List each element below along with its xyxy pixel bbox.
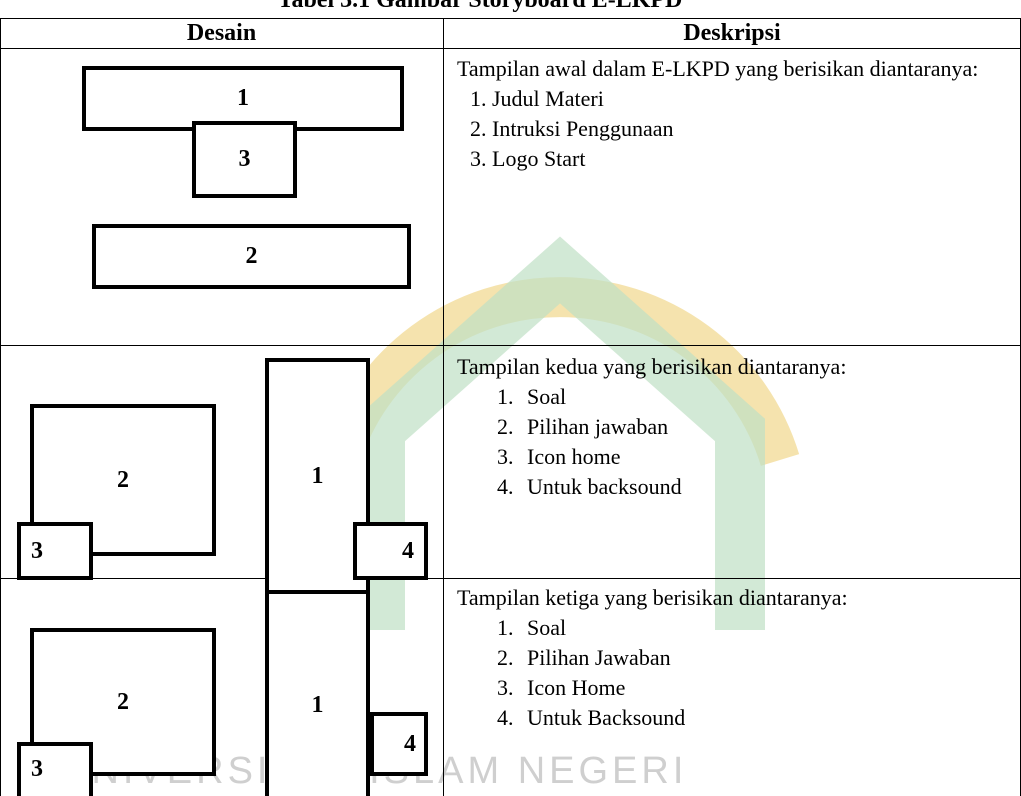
- watermark-logo: [320, 236, 800, 630]
- item-number: 4.: [497, 705, 514, 730]
- border: [0, 18, 1021, 19]
- item-text: Pilihan Jawaban: [527, 645, 671, 670]
- design-box: 2: [92, 224, 411, 289]
- design-box: 1: [82, 66, 404, 131]
- item-text: Untuk Backsound: [527, 705, 686, 730]
- description-intro: Tampilan kedua yang berisikan diantarany…: [457, 354, 847, 379]
- item-number: 3.: [497, 675, 514, 700]
- design-box: 4: [353, 522, 428, 580]
- header-cell: Deskripsi: [683, 20, 781, 46]
- border: [443, 18, 444, 796]
- list-item: 2. Intruksi Penggunaan: [457, 114, 1013, 144]
- list-item: 4. Untuk Backsound: [457, 703, 1013, 733]
- design-box: 1: [265, 358, 370, 594]
- list-item: 3. Icon Home: [457, 673, 1013, 703]
- list-item: 2. Pilihan jawaban: [457, 412, 1013, 442]
- description: Tampilan awal dalam E-LKPD yang berisika…: [457, 54, 1013, 174]
- design-box: 2: [30, 404, 216, 556]
- description: Tampilan ketiga yang berisikan diantaran…: [457, 583, 1013, 733]
- border: [0, 48, 1021, 49]
- list-item: 1. Judul Materi: [457, 84, 1013, 114]
- item-text: Intruksi Penggunaan: [492, 116, 674, 141]
- design-box: 3: [17, 742, 93, 796]
- item-text: Soal: [527, 615, 567, 640]
- item-number: 1.: [497, 615, 514, 640]
- description-intro: Tampilan awal dalam E-LKPD yang berisika…: [457, 56, 979, 81]
- item-number: 3.: [470, 146, 487, 171]
- list-item: 3. Logo Start: [457, 144, 1013, 174]
- item-number: 3.: [497, 444, 514, 469]
- description: Tampilan kedua yang berisikan diantarany…: [457, 352, 1013, 502]
- item-number: 1.: [497, 384, 514, 409]
- item-text: Untuk backsound: [527, 474, 682, 499]
- list-item: 3. Icon home: [457, 442, 1013, 472]
- item-text: Icon Home: [527, 675, 626, 700]
- list-item: 1. Soal: [457, 613, 1013, 643]
- border: [0, 345, 1021, 346]
- list-item: 1. Soal: [457, 382, 1013, 412]
- item-text: Pilihan jawaban: [527, 414, 669, 439]
- item-number: 2.: [470, 116, 487, 141]
- item-number: 2.: [497, 414, 514, 439]
- design-box: 3: [17, 522, 93, 580]
- design-box: 4: [370, 712, 428, 776]
- description-intro: Tampilan ketiga yang berisikan diantaran…: [457, 585, 848, 610]
- item-text: Judul Materi: [492, 86, 604, 111]
- item-text: Soal: [527, 384, 567, 409]
- item-text: Icon home: [527, 444, 621, 469]
- design-box: 3: [192, 121, 297, 198]
- list-item: 2. Pilihan Jawaban: [457, 643, 1013, 673]
- border: [0, 18, 1, 796]
- item-number: 2.: [497, 645, 514, 670]
- header-cell: Desain: [186, 20, 257, 46]
- list-item: 4. Untuk backsound: [457, 472, 1013, 502]
- design-box: 1: [265, 590, 370, 796]
- item-number: 1.: [470, 86, 487, 111]
- table-title: Tabel 3.1 Gambar Storyboard E-LKPD: [277, 0, 683, 13]
- border: [0, 578, 1021, 579]
- item-text: Logo Start: [492, 146, 586, 171]
- item-number: 4.: [497, 474, 514, 499]
